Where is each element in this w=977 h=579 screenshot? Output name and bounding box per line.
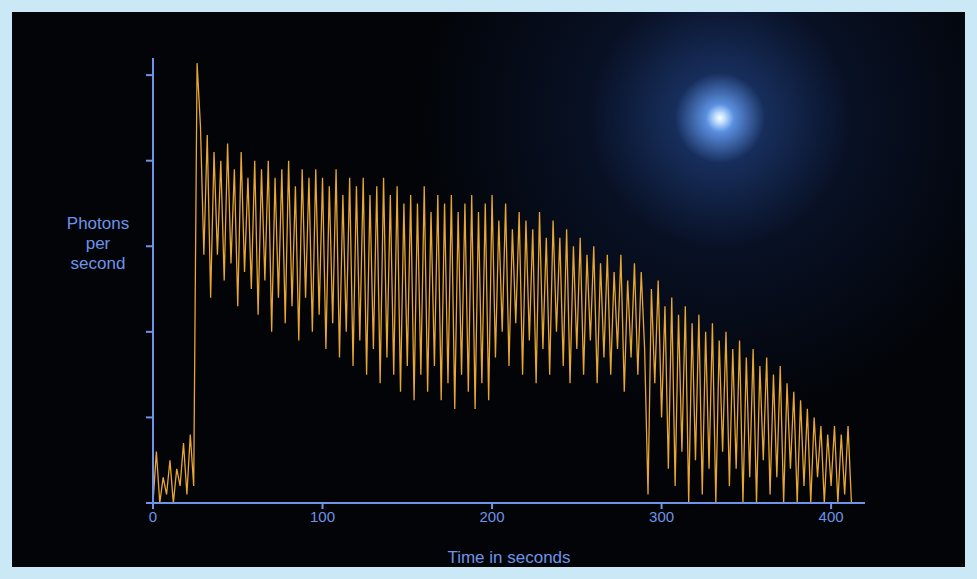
- svg-text:200: 200: [480, 508, 505, 525]
- svg-text:0: 0: [149, 508, 157, 525]
- svg-text:400: 400: [819, 508, 844, 525]
- svg-text:Photonspersecond: Photonspersecond: [67, 214, 129, 273]
- svg-text:300: 300: [649, 508, 674, 525]
- svg-text:Time in seconds: Time in seconds: [447, 548, 570, 567]
- svg-text:100: 100: [310, 508, 335, 525]
